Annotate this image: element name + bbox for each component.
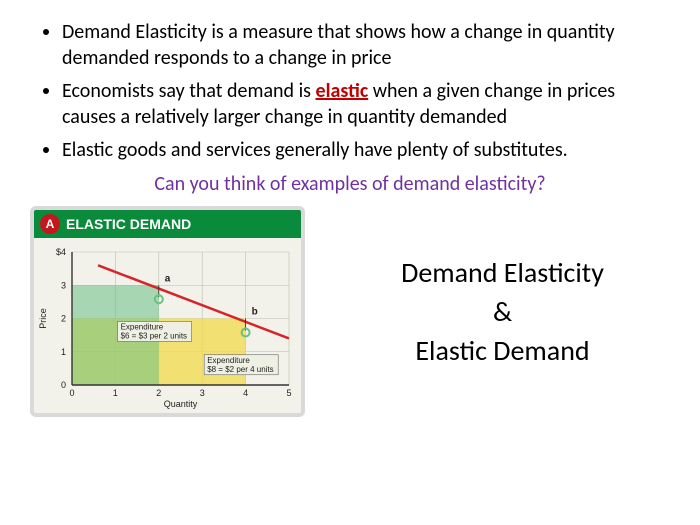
svg-text:1: 1 xyxy=(113,388,118,398)
svg-text:5: 5 xyxy=(286,388,291,398)
svg-text:0: 0 xyxy=(69,388,74,398)
title-line-3: Elastic Demand xyxy=(325,331,680,370)
svg-text:4: 4 xyxy=(243,388,248,398)
bullet-2: Economists say that demand is elastic wh… xyxy=(62,79,670,130)
right-title: Demand Elasticity & Elastic Demand xyxy=(305,253,680,371)
bullet-2-a: Economists say that demand is xyxy=(62,79,316,103)
svg-text:1: 1 xyxy=(61,347,66,357)
bullet-1: Demand Elasticity is a measure that show… xyxy=(62,20,670,71)
svg-text:2: 2 xyxy=(156,388,161,398)
bullet-3: Elastic goods and services generally hav… xyxy=(62,138,670,164)
svg-text:3: 3 xyxy=(61,280,66,290)
svg-text:3: 3 xyxy=(200,388,205,398)
question-text: Can you think of examples of demand elas… xyxy=(0,172,700,196)
chart-badge: A xyxy=(40,214,60,234)
title-line-1: Demand Elasticity xyxy=(325,253,680,292)
svg-text:b: b xyxy=(252,306,258,317)
chart-header: A ELASTIC DEMAND xyxy=(34,210,301,238)
svg-text:Expenditure: Expenditure xyxy=(207,356,250,365)
title-line-2: & xyxy=(325,292,680,331)
svg-text:Quantity: Quantity xyxy=(164,399,198,409)
elastic-emph: elastic xyxy=(316,79,369,103)
svg-text:Price: Price xyxy=(38,308,48,329)
chart-body: 0123450123$4QuantityPriceabExpenditure$6… xyxy=(34,238,301,413)
svg-text:$6 = $3 per 2 units: $6 = $3 per 2 units xyxy=(121,331,188,340)
chart-card: A ELASTIC DEMAND 0 1 2 3 4 5 0 1 2 3 $4 Quantity Pri… xyxy=(30,206,305,417)
svg-text:a: a xyxy=(165,273,171,284)
svg-text:Expenditure: Expenditure xyxy=(121,322,164,331)
chart-header-text: ELASTIC DEMAND xyxy=(66,216,191,232)
bullet-list: Demand Elasticity is a measure that show… xyxy=(0,0,700,164)
svg-text:0: 0 xyxy=(61,380,66,390)
svg-text:$4: $4 xyxy=(56,247,66,257)
svg-text:$8 = $2 per 4 units: $8 = $2 per 4 units xyxy=(207,365,274,374)
svg-text:2: 2 xyxy=(61,313,66,323)
lower-row: A ELASTIC DEMAND 0 1 2 3 4 5 0 1 2 3 $4 Quantity Pri… xyxy=(0,196,700,417)
